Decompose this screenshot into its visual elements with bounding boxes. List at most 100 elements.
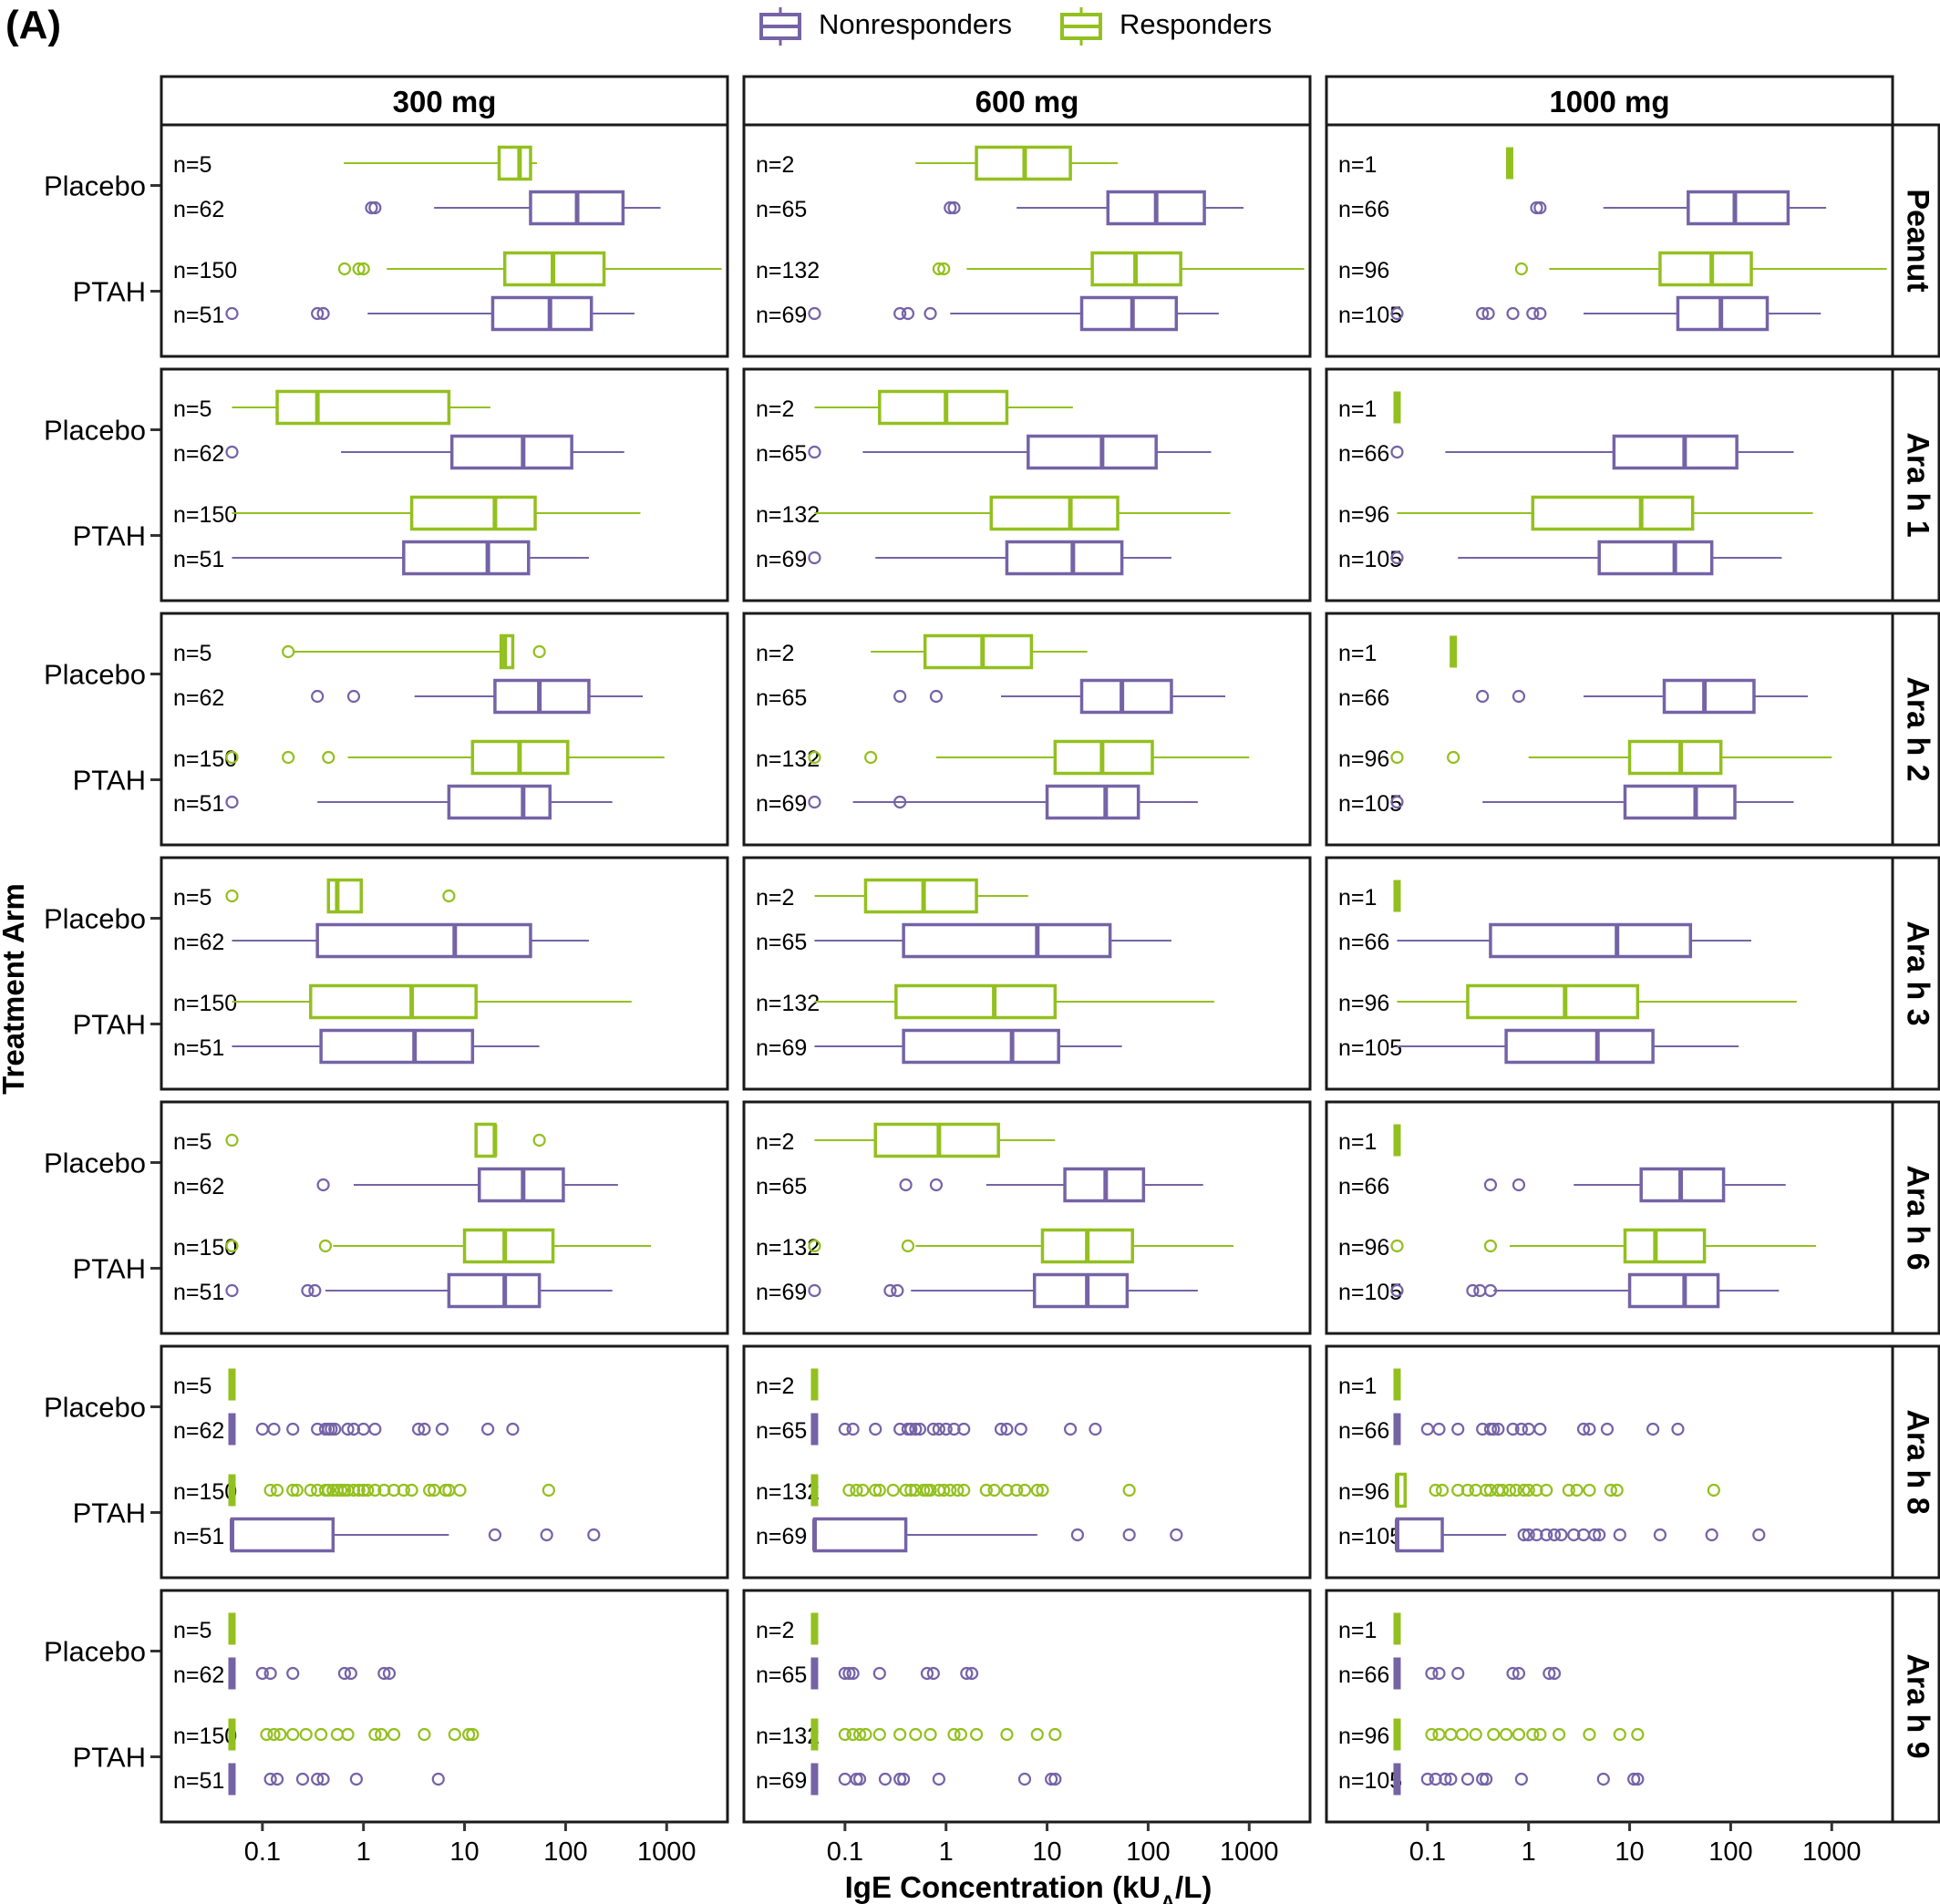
outlier-point [344,1666,357,1681]
outlier-point [846,1422,860,1436]
outlier-point [1000,1483,1014,1497]
outlier-point [311,1772,325,1786]
outlier-point [897,1772,911,1786]
n-label: n=96 [1338,1235,1389,1261]
outlier-point [842,1666,856,1681]
outlier-point [929,1178,944,1192]
outlier-point [1122,1483,1136,1497]
outlier-point [1476,689,1490,704]
outlier-point [808,795,821,809]
outlier-point [225,445,239,459]
outlier-point [926,1422,940,1436]
outlier-point [1017,1483,1032,1497]
outlier-point [891,1283,904,1298]
x-tick-label: 10 [449,1837,479,1867]
outlier-point [872,1727,886,1742]
panel-frame [160,1589,729,1824]
outlier-point [270,1772,284,1786]
box-nonresponders [1027,434,1158,470]
n-label: n=150 [173,502,237,528]
outlier-point [1390,306,1404,321]
outlier-point [260,1727,273,1742]
panel-1-1: n=2 n=65 n=132 n=69 [742,367,1312,602]
outlier-point [1487,1422,1501,1436]
outlier-point [1533,306,1547,321]
outlier-point [335,1483,348,1497]
outlier-point [838,1666,851,1681]
outlier-point [225,1239,239,1253]
box-nonresponders [1623,784,1737,820]
box-responders [326,878,363,914]
outlier-point [932,1772,945,1786]
outlier-point [1000,1422,1014,1436]
n-label: n=65 [756,1662,807,1688]
outlier-point [1429,1772,1442,1786]
outlier-point [893,1727,907,1742]
x-tick-label: 0.1 [1409,1837,1446,1867]
outlier-point [1570,1483,1584,1497]
n-label: n=62 [173,685,224,711]
outlier-point [1014,1422,1027,1436]
outlier-point [939,1422,953,1436]
legend-item-responders: Responders [1060,7,1272,46]
outlier-point [1506,306,1520,321]
outlier-point [1170,1528,1183,1542]
row-strip-5 [1891,1344,1940,1580]
outlier-point [286,1422,300,1436]
n-label: n=65 [756,1174,807,1199]
outlier-point [899,1483,913,1497]
outlier-point [1495,1483,1510,1497]
row-strip-label: Ara h 2 [1901,676,1935,781]
y-tick-label-ptah: PTAH [73,1497,146,1529]
outlier-point [808,1283,821,1298]
outlier-point [282,644,295,659]
n-label: n=51 [173,547,224,572]
n-label: n=5 [173,152,212,178]
outlier-point [1425,1727,1439,1742]
box-nonresponders [1032,1272,1130,1309]
outlier-point [1627,1772,1641,1786]
outlier-point [883,1283,897,1298]
outlier-point [850,1483,863,1497]
outlier-point [368,1727,382,1742]
box-nonresponders [1079,678,1173,715]
outlier-point [1562,1483,1575,1497]
n-label: n=66 [1338,1418,1389,1444]
outlier-point [387,1727,401,1742]
outlier-point [1671,1422,1685,1436]
outlier-point [1593,1528,1606,1542]
outlier-point [808,1239,821,1253]
outlier-point [859,1727,872,1742]
n-label: n=96 [1338,991,1389,1016]
n-label: n=5 [173,1374,212,1399]
n-label: n=51 [173,791,224,817]
box-responders [1531,495,1695,531]
outlier-point [325,1422,338,1436]
n-label: n=69 [756,303,807,328]
outlier-point [872,1666,886,1681]
outlier-point [1070,1528,1085,1542]
outlier-point [1048,1772,1062,1786]
x-tick-label: 0.1 [244,1837,281,1867]
outlier-point [1631,1727,1645,1742]
n-label: n=132 [756,1724,820,1749]
n-label: n=62 [173,1174,224,1199]
panel-frame [1325,123,1894,358]
outlier-point [1530,1528,1543,1542]
column-strip-label: 600 mg [975,85,1079,118]
outlier-point [316,1178,330,1192]
n-label: n=96 [1338,258,1389,283]
n-label: n=132 [756,502,820,528]
outlier-point [852,1772,867,1786]
box-nonresponders [230,1517,335,1553]
outlier-point [263,1666,277,1681]
box-nonresponders [447,1272,542,1309]
outlier-point [1604,1483,1617,1497]
outlier-point [920,1666,934,1681]
outlier-point [944,1483,957,1497]
box-responders [1658,251,1753,287]
n-label: n=5 [173,1618,212,1643]
panel-5-2: n=1 n=66 n=96 n=105 [1325,1344,1894,1580]
outlier-point [263,1483,277,1497]
